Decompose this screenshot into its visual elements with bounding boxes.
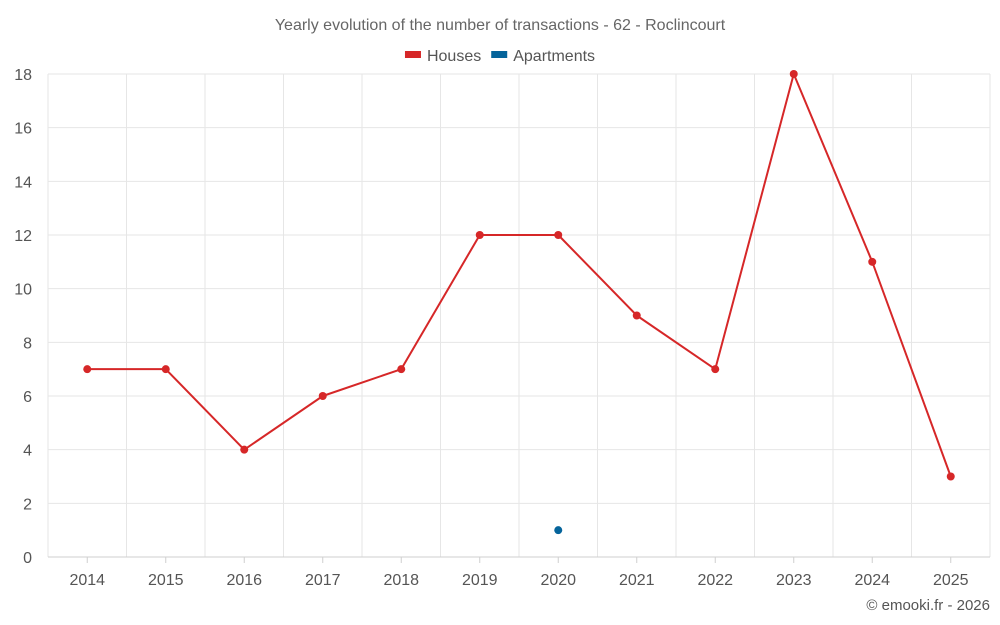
x-axis: 2014 2015 2016 2017 2018 2019 2020 2021 2022 2023… [48, 556, 990, 589]
y-tick-label: 14 [14, 174, 32, 191]
data-point-houses [161, 365, 170, 374]
data-point-houses [83, 365, 92, 374]
y-tick-label: 4 [23, 443, 32, 460]
data-point-houses [318, 392, 327, 400]
series-apartments [554, 526, 563, 535]
y-tick-label: 10 [14, 282, 32, 299]
data-point-houses [632, 311, 641, 320]
legend-label: Houses [427, 48, 481, 65]
x-tick-label: 2016 [226, 572, 262, 589]
grid [47, 73, 991, 557]
legend-swatch [404, 51, 421, 58]
y-tick-label: 12 [14, 228, 32, 245]
x-tick-label: 2021 [619, 572, 655, 589]
x-tick-label: 2025 [933, 572, 969, 589]
y-tick-label: 8 [23, 335, 32, 352]
x-tick-label: 2017 [305, 572, 341, 589]
y-tick-label: 6 [23, 389, 32, 406]
y-tick-label: 2 [23, 496, 32, 513]
copyright-footer: © emooki.fr - 2026 [866, 597, 990, 614]
data-point-houses [711, 365, 720, 374]
y-axis: 0 2 4 6 8 10 12 14 16 18 [14, 67, 32, 567]
legend-item-houses: Houses [404, 48, 481, 65]
data-point-houses [475, 231, 484, 239]
legend-swatch [491, 51, 508, 58]
legend-item-apartments: Apartments [491, 48, 595, 65]
data-point-houses [789, 70, 798, 78]
y-tick-label: 0 [23, 550, 32, 567]
data-point-houses [868, 257, 877, 266]
x-tick-label: 2024 [854, 572, 890, 589]
legend: Houses Apartments [404, 48, 595, 65]
series-layer [83, 70, 955, 535]
x-tick-label: 2019 [462, 572, 498, 589]
x-tick-label: 2022 [697, 572, 733, 589]
x-tick-label: 2018 [383, 572, 419, 589]
series-line-houses [87, 73, 952, 477]
y-tick-label: 16 [14, 121, 32, 138]
x-tick-label: 2023 [776, 572, 812, 589]
data-point-houses [240, 445, 249, 454]
legend-label: Apartments [513, 48, 595, 65]
data-point-houses [397, 365, 406, 374]
x-tick-label: 2014 [69, 572, 105, 589]
data-point-houses [554, 231, 563, 239]
y-tick-label: 18 [14, 67, 32, 84]
x-tick-label: 2020 [540, 572, 576, 589]
data-point-apartments [554, 526, 563, 535]
series-houses [83, 70, 955, 481]
x-tick-label: 2015 [148, 572, 184, 589]
data-point-houses [946, 472, 955, 481]
chart-title: Yearly evolution of the number of transa… [275, 17, 726, 34]
